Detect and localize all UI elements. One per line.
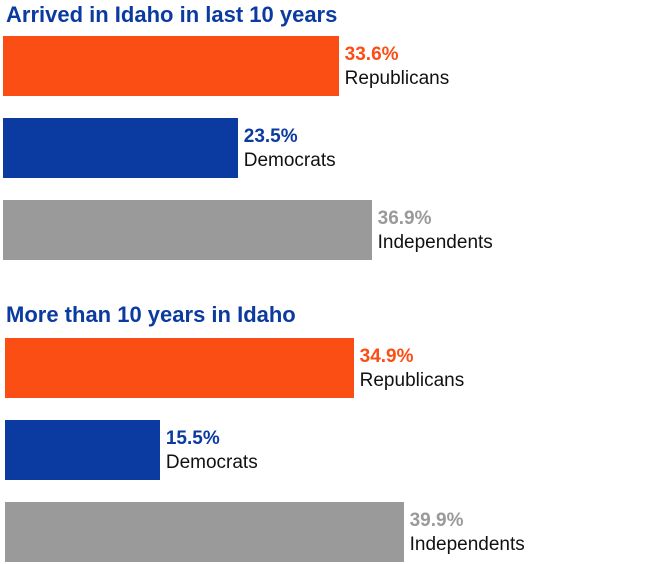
panel-title-recent: Arrived in Idaho in last 10 years: [6, 2, 338, 27]
value-label-longtime-republicans: 34.9%: [359, 346, 414, 367]
value-label-longtime-independents: 39.9%: [409, 510, 464, 531]
value-label-recent-republicans: 33.6%: [344, 44, 399, 65]
bar-recent-republicans: [3, 36, 339, 96]
panel-title-longtime: More than 10 years in Idaho: [6, 302, 296, 327]
value-label-recent-democrats: 23.5%: [243, 126, 298, 147]
bar-longtime-democrats: [5, 420, 160, 480]
bar-longtime-republicans: [5, 338, 354, 398]
bar-recent-independents: [3, 200, 372, 260]
category-label-recent-democrats: Democrats: [243, 150, 336, 171]
value-label-longtime-democrats: 15.5%: [165, 428, 220, 449]
category-label-longtime-independents: Independents: [409, 534, 525, 555]
bar-recent-democrats: [3, 118, 238, 178]
value-label-recent-independents: 36.9%: [377, 208, 432, 229]
category-label-recent-republicans: Republicans: [344, 68, 450, 89]
bar-longtime-independents: [5, 502, 404, 562]
category-label-recent-independents: Independents: [377, 232, 493, 253]
category-label-longtime-democrats: Democrats: [165, 452, 258, 473]
category-label-longtime-republicans: Republicans: [359, 370, 465, 391]
